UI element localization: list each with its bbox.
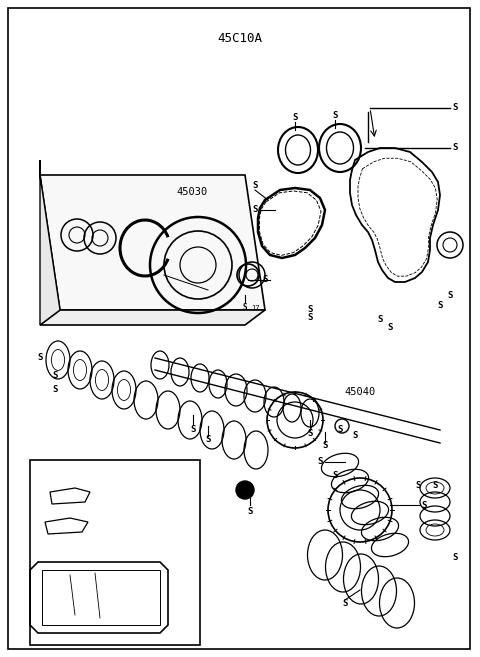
Bar bbox=[42, 570, 160, 625]
Text: 45040: 45040 bbox=[344, 387, 376, 397]
Text: S: S bbox=[37, 353, 43, 363]
Bar bbox=[30, 460, 200, 645]
Text: S: S bbox=[452, 553, 458, 562]
Text: S: S bbox=[252, 181, 258, 189]
Text: S: S bbox=[307, 313, 312, 323]
Text: S: S bbox=[452, 104, 458, 112]
Text: S: S bbox=[452, 143, 458, 152]
Text: S: S bbox=[292, 114, 298, 122]
Text: 45030: 45030 bbox=[176, 187, 208, 197]
Circle shape bbox=[236, 481, 254, 499]
Polygon shape bbox=[40, 175, 265, 310]
Text: 17: 17 bbox=[251, 305, 259, 311]
Text: S: S bbox=[332, 470, 338, 480]
Text: S: S bbox=[307, 428, 312, 438]
Text: S: S bbox=[262, 275, 268, 284]
Text: S: S bbox=[317, 457, 323, 466]
Text: S: S bbox=[332, 112, 338, 120]
Text: S: S bbox=[145, 491, 151, 501]
Text: S: S bbox=[145, 635, 151, 645]
Text: S: S bbox=[322, 440, 328, 449]
Polygon shape bbox=[40, 160, 60, 325]
Text: S: S bbox=[337, 426, 343, 434]
Text: S: S bbox=[415, 480, 420, 489]
Text: S: S bbox=[307, 306, 312, 315]
Text: 45050: 45050 bbox=[64, 467, 96, 477]
Text: S: S bbox=[352, 430, 358, 440]
Text: S: S bbox=[252, 206, 258, 214]
Text: S: S bbox=[437, 300, 443, 309]
Text: S: S bbox=[247, 507, 252, 516]
Text: S: S bbox=[377, 315, 383, 325]
Text: S: S bbox=[342, 599, 348, 608]
Text: S: S bbox=[52, 371, 58, 380]
Text: S: S bbox=[52, 386, 58, 394]
Text: S: S bbox=[190, 426, 196, 434]
Text: S: S bbox=[205, 436, 211, 445]
Text: S: S bbox=[145, 522, 151, 532]
Polygon shape bbox=[40, 310, 265, 325]
Text: S: S bbox=[421, 501, 427, 509]
Text: S: S bbox=[387, 323, 393, 332]
Text: S: S bbox=[243, 304, 247, 313]
Text: 45C10A: 45C10A bbox=[217, 32, 263, 45]
Text: S: S bbox=[447, 290, 453, 300]
Text: S: S bbox=[432, 480, 438, 489]
